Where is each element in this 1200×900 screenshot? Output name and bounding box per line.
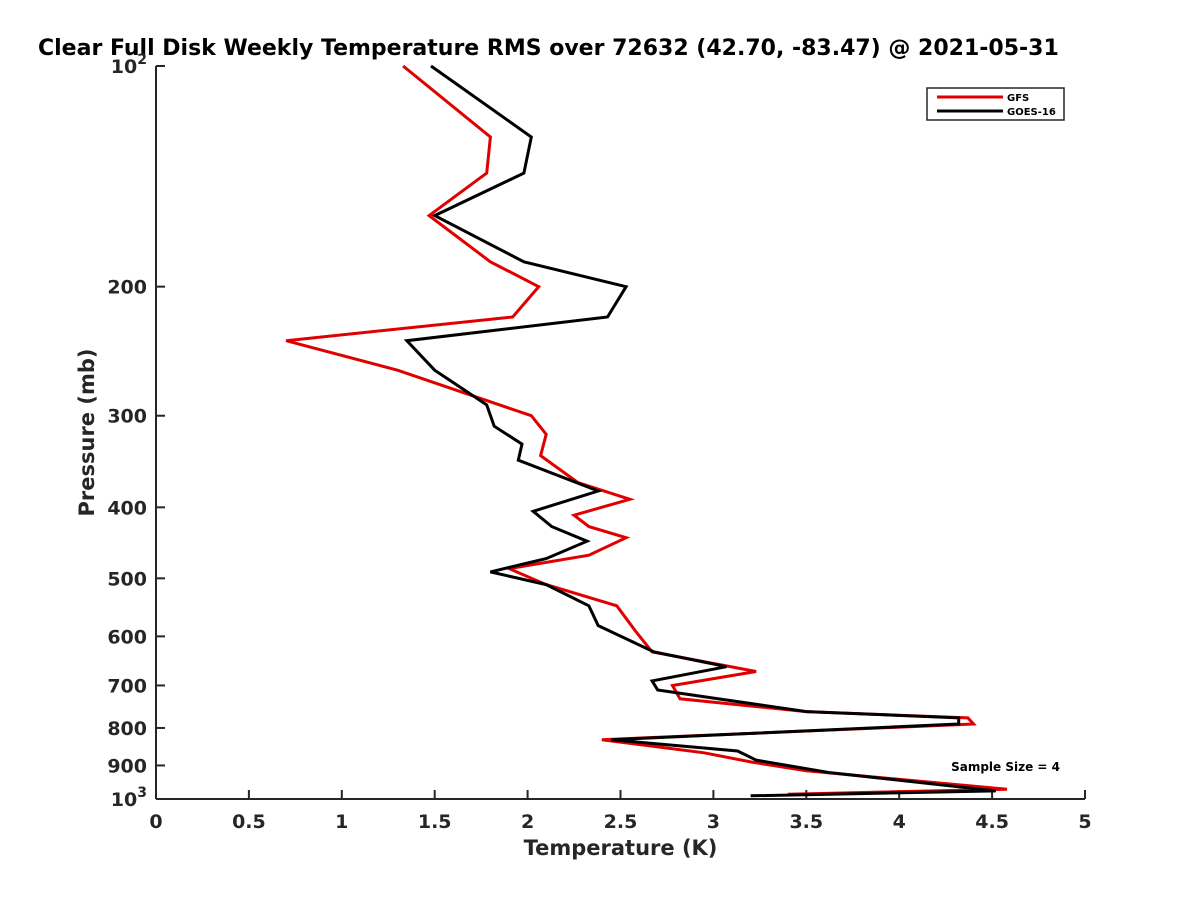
y-tick-label: 600 [107,626,147,648]
x-tick-label: 0 [149,811,162,833]
legend: GFS GOES-16 [926,87,1065,121]
x-tick-label: 3 [707,811,720,833]
chart-title: Clear Full Disk Weekly Temperature RMS o… [38,36,1059,61]
x-tick-label: 5 [1078,811,1091,833]
x-tick-label: 0.5 [232,811,266,833]
x-tick-label: 3.5 [789,811,823,833]
series-lines [285,64,1008,798]
y-tick-label: 400 [107,497,147,519]
x-axis-title: Temperature (K) [524,836,718,860]
y-tick-label: 800 [107,718,147,740]
y-axis-title: Pressure (mb) [75,349,99,517]
x-tick-label: 2.5 [604,811,638,833]
x-tick-label: 4 [893,811,906,833]
x-tick-label: 1 [335,811,348,833]
y-tick-label: 200 [107,277,147,299]
legend-box [926,87,1065,121]
y-tick-label: 102 [111,52,147,78]
y-tick-label: 300 [107,406,147,428]
x-tick-label: 1.5 [418,811,452,833]
series-line-goes-16 [403,64,996,798]
x-tick-label: 2 [521,811,534,833]
y-axis: 102 200 300 400 500 600 700 800 900 103 [107,52,165,811]
sample-size-annotation: Sample Size = 4 [951,760,1060,774]
legend-label: GFS [1007,93,1029,104]
y-tick-label: 500 [107,568,147,590]
y-tick-label: 900 [107,755,147,777]
x-tick-label: 4.5 [975,811,1009,833]
series-line-gfs [285,64,1008,796]
legend-label: GOES-16 [1007,107,1056,118]
y-tick-label: 103 [111,785,147,811]
y-tick-label: 700 [107,675,147,697]
x-axis: 0 0.5 1 1.5 2 2.5 3 3.5 4 4.5 5 [149,790,1092,833]
